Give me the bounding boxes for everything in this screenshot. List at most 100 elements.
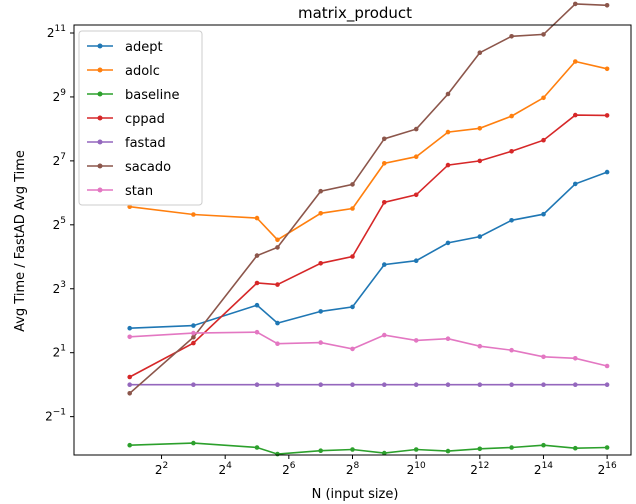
y-tick-label: 27 [53, 152, 66, 168]
x-tick-label: 24 [218, 461, 232, 477]
data-point-sacado [541, 32, 546, 37]
data-point-stan [541, 355, 546, 360]
data-point-adolc [382, 161, 387, 166]
data-point-fastad [382, 382, 387, 387]
data-point-stan [605, 364, 610, 369]
y-tick-label: 21 [53, 344, 66, 360]
data-point-baseline [573, 446, 578, 451]
data-point-baseline [414, 447, 419, 452]
legend-swatch-marker [98, 44, 103, 49]
data-point-adept [350, 305, 355, 310]
data-point-fastad [541, 382, 546, 387]
data-point-sacado [255, 253, 260, 258]
data-point-adolc [446, 130, 451, 135]
data-point-fastad [573, 382, 578, 387]
data-point-cppad [255, 281, 260, 286]
data-point-adolc [478, 126, 483, 131]
legend-label: baseline [125, 88, 179, 103]
legend-swatch-marker [98, 92, 103, 97]
data-point-fastad [509, 382, 514, 387]
data-point-stan [509, 348, 514, 353]
data-point-cppad [275, 282, 280, 287]
data-point-stan [127, 335, 132, 340]
data-point-cppad [541, 138, 546, 143]
data-point-adolc [509, 114, 514, 119]
data-point-baseline [478, 447, 483, 452]
data-point-stan [318, 340, 323, 345]
data-point-fastad [127, 382, 132, 387]
data-point-fastad [478, 382, 483, 387]
data-point-adolc [605, 67, 610, 72]
x-axis-label: N (input size) [312, 487, 399, 502]
x-tick-label: 22 [155, 461, 168, 477]
data-point-fastad [318, 382, 323, 387]
data-point-cppad [414, 193, 419, 198]
data-point-adept [191, 323, 196, 328]
data-point-sacado [478, 50, 483, 55]
data-point-baseline [127, 443, 132, 448]
data-point-baseline [509, 445, 514, 450]
data-point-adolc [255, 216, 260, 221]
data-point-fastad [605, 382, 610, 387]
data-point-stan [573, 356, 578, 361]
data-point-fastad [275, 382, 280, 387]
chart-title: matrix_product [298, 4, 412, 23]
data-point-cppad [318, 261, 323, 266]
data-point-cppad [382, 200, 387, 205]
data-point-adolc [318, 211, 323, 216]
data-point-adolc [275, 238, 280, 243]
data-point-baseline [275, 452, 280, 457]
data-point-adept [127, 326, 132, 331]
data-point-stan [275, 341, 280, 346]
data-point-fastad [350, 382, 355, 387]
data-point-sacado [275, 245, 280, 250]
data-point-cppad [350, 254, 355, 259]
legend-swatch-marker [98, 140, 103, 145]
series-line-baseline [130, 443, 607, 454]
data-point-sacado [350, 182, 355, 187]
data-point-baseline [541, 443, 546, 448]
legend-label: sacado [125, 160, 171, 175]
data-point-adept [541, 212, 546, 217]
y-tick-label: 25 [53, 216, 66, 232]
data-point-sacado [318, 189, 323, 194]
data-point-sacado [414, 127, 419, 132]
legend: adept adolc baseline cppad fastad sacado stan [79, 31, 202, 205]
data-point-sacado [573, 2, 578, 7]
data-point-adolc [414, 154, 419, 159]
x-tick-label: 210 [407, 461, 426, 477]
data-point-adept [382, 262, 387, 267]
data-point-fastad [255, 382, 260, 387]
data-point-adolc [191, 212, 196, 217]
legend-label: stan [125, 184, 153, 199]
data-point-adept [573, 182, 578, 187]
data-point-cppad [191, 341, 196, 346]
legend-swatch-marker [98, 116, 103, 121]
data-point-stan [191, 331, 196, 336]
legend-label: adept [125, 40, 163, 55]
data-point-baseline [255, 445, 260, 450]
data-point-baseline [318, 448, 323, 453]
data-point-fastad [446, 382, 451, 387]
legend-label: cppad [125, 112, 165, 127]
x-tick-label: 216 [598, 461, 617, 477]
legend-label: fastad [125, 136, 166, 151]
data-point-adept [318, 309, 323, 314]
y-tick-label: 29 [53, 88, 67, 104]
data-point-sacado [446, 92, 451, 97]
data-point-adept [275, 321, 280, 326]
data-point-cppad [478, 159, 483, 164]
data-point-fastad [414, 382, 419, 387]
data-point-adept [478, 234, 483, 239]
x-tick-label: 26 [282, 461, 296, 477]
data-point-sacado [191, 335, 196, 340]
data-point-adept [255, 303, 260, 308]
data-point-cppad [573, 113, 578, 118]
data-point-sacado [605, 3, 610, 8]
legend-swatch-marker [98, 188, 103, 193]
series-line-stan [130, 332, 607, 366]
legend-label: adolc [125, 64, 160, 79]
data-point-cppad [605, 113, 610, 118]
data-point-sacado [509, 34, 514, 39]
legend-swatch-marker [98, 68, 103, 73]
